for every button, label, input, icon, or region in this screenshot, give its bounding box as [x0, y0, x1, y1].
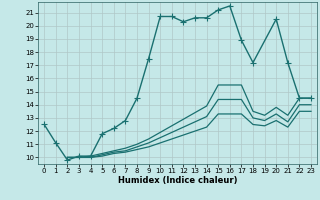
X-axis label: Humidex (Indice chaleur): Humidex (Indice chaleur) [118, 176, 237, 185]
